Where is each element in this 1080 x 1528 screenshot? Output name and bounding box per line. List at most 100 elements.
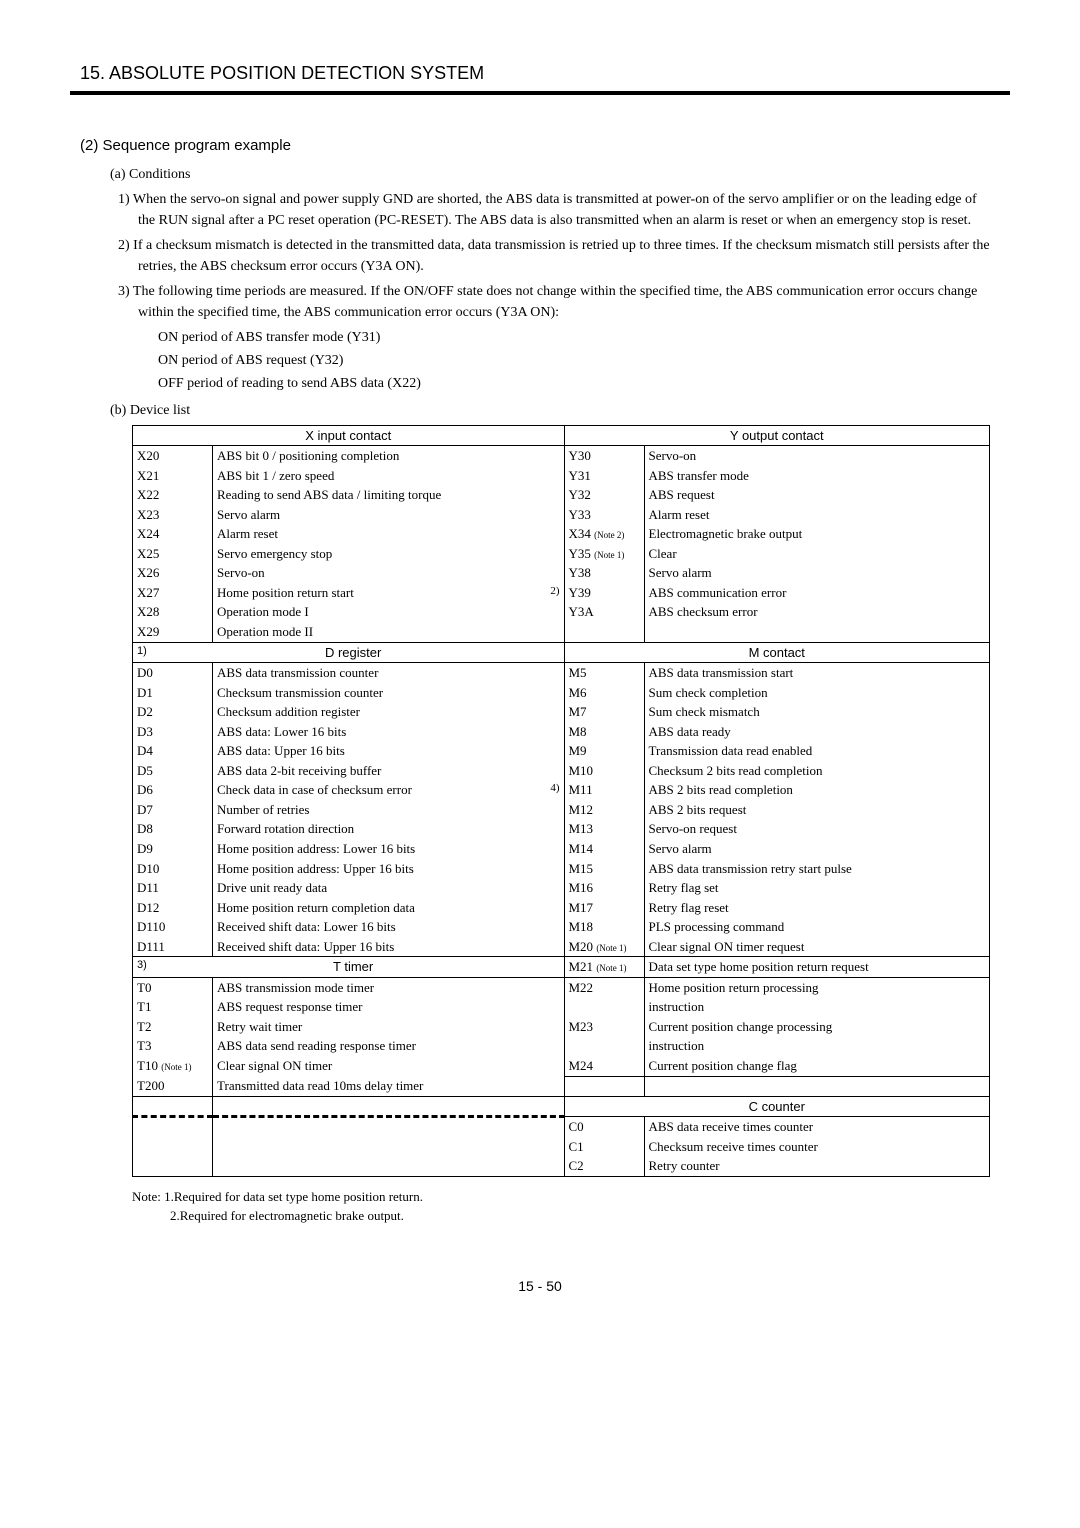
table-cell: D0 xyxy=(133,663,213,683)
table-cell: Reading to send ABS data / limiting torq… xyxy=(213,485,565,505)
section-header: (2) Sequence program example xyxy=(80,135,1010,158)
table-cell: ABS transmission mode timer xyxy=(213,977,565,997)
table-cell: instruction xyxy=(644,997,990,1017)
table-cell: D9 xyxy=(133,839,213,859)
table-cell: M13 xyxy=(564,819,644,839)
table-cell: D110 xyxy=(133,917,213,937)
table-cell: Retry counter xyxy=(644,1156,990,1176)
table-cell: Y39 xyxy=(564,583,644,603)
table-cell xyxy=(133,1137,213,1157)
table-cell: Number of retries xyxy=(213,800,565,820)
c-counter-header: C counter xyxy=(564,1096,990,1117)
table-cell: Data set type home position return reque… xyxy=(644,957,990,978)
table-cell: M20 (Note 1) xyxy=(564,937,644,957)
table-cell: X34 (Note 2) xyxy=(564,524,644,544)
table-cell xyxy=(133,1096,213,1117)
table-cell: Sum check completion xyxy=(644,683,990,703)
page-number: 15 - 50 xyxy=(70,1276,1010,1297)
y-output-header: Y output contact xyxy=(564,425,990,446)
table-cell xyxy=(564,1076,644,1096)
conditions-header: (a) Conditions xyxy=(110,164,1010,185)
table-cell: ABS transfer mode xyxy=(644,466,990,486)
table-cell: ABS checksum error xyxy=(644,602,990,622)
table-cell: ABS request xyxy=(644,485,990,505)
table-cell: Drive unit ready data xyxy=(213,878,565,898)
table-cell: Clear signal ON timer request xyxy=(644,937,990,957)
table-cell: Forward rotation direction xyxy=(213,819,565,839)
table-cell: Servo alarm xyxy=(644,563,990,583)
table-cell: Check data in case of checksum error4) xyxy=(213,780,565,800)
table-cell: Y31 xyxy=(564,466,644,486)
table-cell: Y3A xyxy=(564,602,644,622)
table-cell: ABS data: Upper 16 bits xyxy=(213,741,565,761)
table-cell: Home position address: Upper 16 bits xyxy=(213,859,565,879)
table-cell: M15 xyxy=(564,859,644,879)
table-cell: D2 xyxy=(133,702,213,722)
table-cell: T200 xyxy=(133,1076,213,1096)
table-cell: Y30 xyxy=(564,446,644,466)
table-cell: Received shift data: Lower 16 bits xyxy=(213,917,565,937)
table-cell: T3 xyxy=(133,1036,213,1056)
table-cell xyxy=(564,622,644,642)
table-cell: X22 xyxy=(133,485,213,505)
table-cell: M11 xyxy=(564,780,644,800)
table-cell: Y33 xyxy=(564,505,644,525)
table-cell xyxy=(213,1137,565,1157)
table-cell: ABS bit 1 / zero speed xyxy=(213,466,565,486)
table-cell xyxy=(133,1156,213,1176)
table-cell: Retry flag set xyxy=(644,878,990,898)
table-cell: M10 xyxy=(564,761,644,781)
table-cell: Home position return completion data xyxy=(213,898,565,918)
table-cell: D5 xyxy=(133,761,213,781)
table-cell: Alarm reset xyxy=(213,524,565,544)
table-cell: Servo emergency stop xyxy=(213,544,565,564)
table-cell: D7 xyxy=(133,800,213,820)
note-2: 2.Required for electromagnetic brake out… xyxy=(132,1206,1010,1226)
table-cell: Clear xyxy=(644,544,990,564)
table-cell: ABS data receive times counter xyxy=(644,1117,990,1137)
table-cell: Checksum receive times counter xyxy=(644,1137,990,1157)
table-cell: Current position change processing xyxy=(644,1017,990,1037)
table-cell: Received shift data: Upper 16 bits xyxy=(213,937,565,957)
table-cell: M21 (Note 1) xyxy=(564,957,644,978)
table-cell: X27 xyxy=(133,583,213,603)
table-cell: Transmission data read enabled xyxy=(644,741,990,761)
condition-3c: OFF period of reading to send ABS data (… xyxy=(158,373,1010,394)
table-cell: Electromagnetic brake output xyxy=(644,524,990,544)
table-cell: M9 xyxy=(564,741,644,761)
table-cell: Y35 (Note 1) xyxy=(564,544,644,564)
table-cell: Operation mode I xyxy=(213,602,565,622)
table-cell: X26 xyxy=(133,563,213,583)
condition-1: 1) When the servo-on signal and power su… xyxy=(138,189,1010,231)
table-cell: Home position address: Lower 16 bits xyxy=(213,839,565,859)
device-list-table: X input contact Y output contact X20ABS … xyxy=(132,425,990,1177)
table-cell: Checksum addition register xyxy=(213,702,565,722)
table-cell: PLS processing command xyxy=(644,917,990,937)
chapter-title: 15. ABSOLUTE POSITION DETECTION SYSTEM xyxy=(70,60,1010,95)
table-cell: instruction xyxy=(644,1036,990,1056)
table-cell: Servo alarm xyxy=(213,505,565,525)
table-cell: D3 xyxy=(133,722,213,742)
table-cell: Current position change flag xyxy=(644,1056,990,1076)
table-cell: D4 xyxy=(133,741,213,761)
table-cell: T10 (Note 1) xyxy=(133,1056,213,1076)
table-cell: ABS bit 0 / positioning completion xyxy=(213,446,565,466)
table-cell: D111 xyxy=(133,937,213,957)
table-cell: C2 xyxy=(564,1156,644,1176)
table-cell: Servo-on xyxy=(644,446,990,466)
table-cell: C0 xyxy=(564,1117,644,1137)
t-timer-header: 3) T timer xyxy=(133,957,565,978)
table-cell: X24 xyxy=(133,524,213,544)
table-cell: Transmitted data read 10ms delay timer xyxy=(213,1076,565,1096)
table-cell: ABS data transmission retry start pulse xyxy=(644,859,990,879)
table-cell: ABS data transmission start xyxy=(644,663,990,683)
x-input-header: X input contact xyxy=(133,425,565,446)
table-cell xyxy=(564,997,644,1017)
table-cell xyxy=(644,1076,990,1096)
table-cell: Retry flag reset xyxy=(644,898,990,918)
condition-3: 3) The following time periods are measur… xyxy=(138,281,1010,323)
table-cell: Alarm reset xyxy=(644,505,990,525)
table-cell xyxy=(213,1156,565,1176)
m-contact-header: M contact xyxy=(564,642,990,663)
table-cell: Checksum transmission counter xyxy=(213,683,565,703)
